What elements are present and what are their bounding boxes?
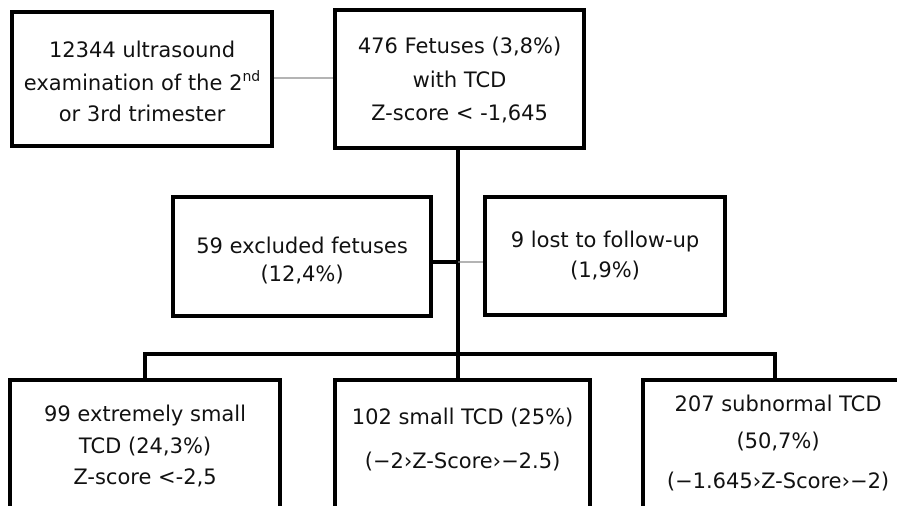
node-text: (12,4%) xyxy=(260,262,343,286)
connectors xyxy=(143,77,777,380)
node-text: TCD (24,3%) xyxy=(78,434,211,458)
node-text: 9 lost to follow-up xyxy=(511,228,699,252)
node-text: 59 excluded fetuses xyxy=(196,234,408,258)
node-text: Z-score <-2,5 xyxy=(73,465,216,489)
node-text-part: examination of the 2 xyxy=(24,71,243,95)
node-text: 99 extremely small xyxy=(44,402,246,426)
node-text: (50,7%) xyxy=(736,429,819,453)
node: 59 excluded fetuses (12,4%) xyxy=(171,195,433,318)
node-box xyxy=(641,378,897,506)
node-text: (−2›Z-Score›−2.5) xyxy=(365,449,561,473)
node-text: 207 subnormal TCD xyxy=(674,392,881,416)
node-text: examination of the 2nd xyxy=(24,69,260,95)
node: 102 small TCD (25%) (−2›Z-Score›−2.5) xyxy=(333,378,592,506)
node-box xyxy=(333,378,592,506)
node-text: (−1.645›Z-Score›−2) xyxy=(667,469,889,493)
node-box xyxy=(171,195,433,318)
node-box xyxy=(483,195,727,317)
node-box xyxy=(8,378,282,506)
node-text: or 3rd trimester xyxy=(59,102,226,126)
node-text: (1,9%) xyxy=(570,258,640,282)
node: 99 extremely small TCD (24,3%) Z-score <-2… xyxy=(8,378,282,506)
node-text: 12344 ultrasound xyxy=(49,38,235,62)
node-box xyxy=(10,10,274,148)
superscript: nd xyxy=(242,69,260,85)
node-text: Z-score < -1,645 xyxy=(371,101,548,125)
node: 9 lost to follow-up (1,9%) xyxy=(483,195,727,317)
node-text: 476 Fetuses (3,8%) xyxy=(358,34,561,58)
node-text: with TCD xyxy=(413,68,507,92)
node-box xyxy=(333,8,586,150)
node-text: 102 small TCD (25%) xyxy=(352,405,574,429)
node: 476 Fetuses (3,8%) with TCD Z-score < -1,6… xyxy=(333,8,586,150)
node: 12344 ultrasound examination of the 2nd or… xyxy=(10,10,274,148)
node: 207 subnormal TCD (50,7%) (−1.645›Z-Score›… xyxy=(641,378,897,506)
